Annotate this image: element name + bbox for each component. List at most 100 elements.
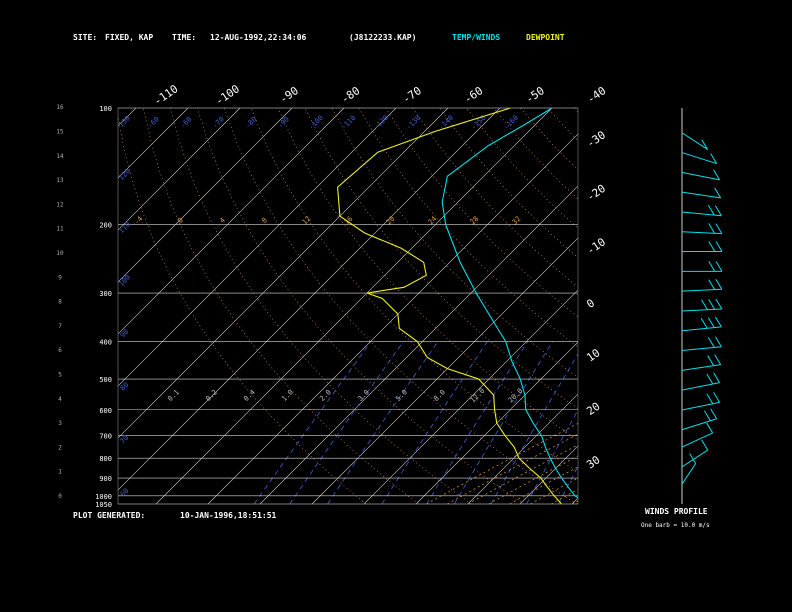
temp-winds-legend: TEMP/WINDS [452, 33, 501, 42]
isotherm-line [363, 289, 578, 504]
dry-adiabat-label: -80 [244, 115, 259, 130]
height-tick-label: 13 [56, 177, 64, 184]
wind-barb [681, 278, 723, 292]
mixing-ratio-lines [253, 341, 684, 505]
pressure-tick-label: 900 [99, 475, 112, 483]
dry-adiabat-line [277, 108, 578, 441]
height-tick-label: 9 [58, 274, 62, 281]
top-temp-label: -100 [213, 82, 242, 108]
moist-adiabat-label: 8 [260, 216, 269, 225]
moist-adiabat-line [447, 433, 578, 504]
isotherm-line [207, 133, 578, 504]
winds-profile-label: WINDS PROFILE [645, 507, 708, 516]
wind-barb [681, 169, 721, 181]
height-tick-label: 1 [58, 469, 62, 476]
pressure-tick-label: 600 [99, 407, 112, 415]
dry-adiabat-line [169, 108, 472, 504]
plot-frame [117, 107, 579, 505]
dry-adiabat-line [519, 108, 578, 171]
right-temp-label: 0 [584, 297, 597, 311]
dry-adiabat-line [628, 108, 792, 504]
dry-adiabat-line [573, 108, 578, 113]
isotherm-line [467, 393, 578, 504]
height-tick-label: 11 [56, 226, 64, 233]
isotherm-line [728, 108, 792, 504]
dry-adiabat-line [143, 108, 419, 504]
sounding-profiles [337, 108, 578, 504]
mixing-ratio-label: 8.0 [432, 388, 447, 403]
isotherm-line [118, 108, 345, 335]
top-temp-label: -110 [151, 82, 180, 108]
dry-adiabat-label: -60 [146, 115, 161, 130]
isobar-lines [118, 107, 578, 505]
dry-adiabat-label: -70 [211, 115, 226, 130]
wind-barb [681, 152, 718, 165]
height-tick-label: 3 [58, 420, 62, 427]
dry-adiabat-label: -100 [307, 114, 325, 132]
moist-adiabat-label: 0 [176, 216, 185, 225]
dewpoint-legend: DEWPOINT [526, 33, 565, 42]
moist-adiabat-line [426, 423, 578, 504]
right-temp-label: -10 [584, 235, 608, 257]
wind-barb [681, 204, 722, 217]
theta-label: 60 [119, 487, 131, 499]
moist-adiabat-label: 32 [511, 215, 523, 227]
isotherm-line [624, 108, 792, 504]
right-temp-label: 20 [584, 400, 602, 418]
isotherm-line [780, 108, 792, 504]
wind-barb [681, 354, 722, 371]
dry-adiabat-line [223, 108, 577, 504]
pressure-tick-label: 100 [99, 105, 112, 113]
wind-barb [681, 408, 718, 431]
height-tick-label: 2 [58, 444, 62, 451]
moist-adiabat-label: 16 [343, 215, 355, 227]
right-temp-label: 10 [584, 346, 602, 364]
wind-barb [681, 372, 721, 391]
theta-label: 130 [117, 114, 132, 129]
mixing-ratio-label: 1.0 [280, 388, 295, 403]
dry-adiabat-label: -60 [179, 115, 194, 130]
wind-barb [681, 187, 722, 199]
dry-adiabat-line [546, 108, 578, 142]
mixing-ratio-line [601, 342, 684, 505]
moist-adiabat-line [509, 466, 578, 504]
pressure-tick-label: 1000 [95, 493, 112, 501]
isotherm-line [0, 108, 32, 504]
dry-adiabat-label: -110 [340, 114, 358, 132]
height-tick-label: 5 [58, 372, 62, 379]
mixing-ratio-label: 12.0 [469, 387, 487, 405]
wind-barb [681, 336, 722, 352]
site-value: FIXED, KAP [105, 33, 154, 42]
moist-adiabat-lines [426, 225, 792, 504]
site-label: SITE: [73, 33, 98, 42]
theta-label: 120 [117, 167, 132, 182]
moist-adiabat-line [593, 225, 792, 504]
wind-barb [681, 132, 709, 151]
moist-adiabat-label: 28 [469, 215, 481, 227]
isotherm-line [118, 108, 189, 179]
right-temp-label: -20 [584, 182, 608, 204]
moist-adiabat-label: 24 [427, 215, 439, 227]
top-temp-label: -90 [277, 84, 301, 106]
isotherm-line [0, 108, 84, 504]
isotherm-line [311, 237, 578, 504]
pressure-tick-label: 500 [99, 376, 112, 384]
moist-adiabat-label: 4 [218, 216, 227, 225]
theta-label: 70 [119, 434, 131, 446]
temperature-profile-line [441, 108, 578, 499]
barb-note: One barb = 10.0 m/s [641, 522, 710, 529]
theta-label: 80 [119, 381, 131, 393]
wind-barb [681, 298, 723, 312]
mixing-ratio-line [327, 341, 439, 504]
mixing-ratio-line [289, 341, 404, 504]
dry-adiabat-line [412, 108, 578, 288]
chart-labels: 1002003004005006007008009001000105001234… [56, 82, 608, 509]
isotherm-line [118, 108, 293, 283]
dry-adiabat-label: -130 [405, 114, 423, 132]
wind-barb [681, 223, 723, 235]
pressure-tick-label: 700 [99, 433, 112, 441]
height-tick-label: 16 [56, 104, 64, 111]
dry-adiabat-line [493, 108, 578, 200]
dry-adiabat-line [601, 108, 792, 504]
top-temp-label: -50 [523, 84, 547, 106]
